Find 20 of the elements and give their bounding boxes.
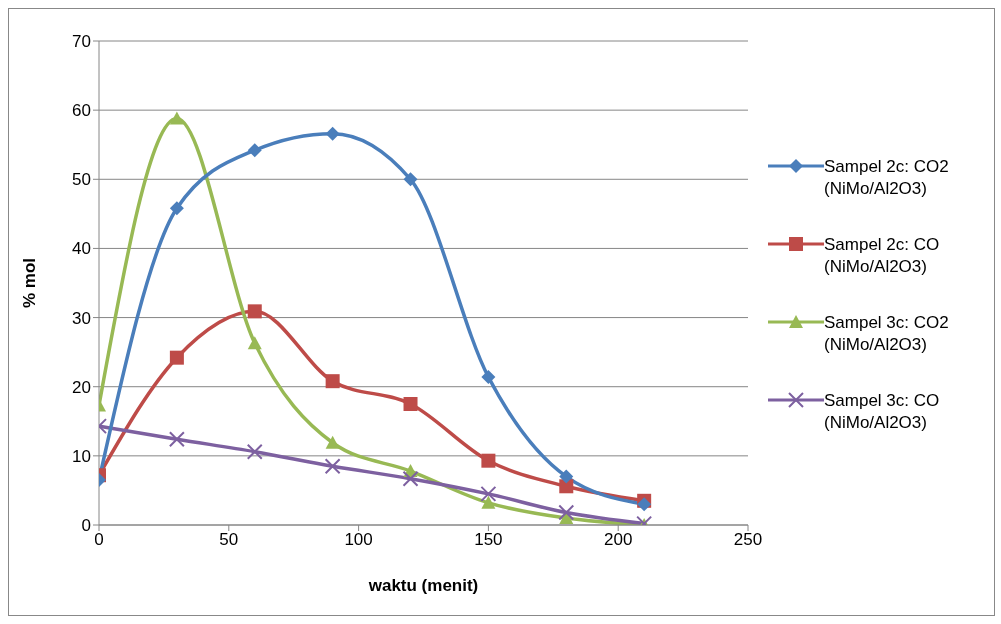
x-tick-label: 0: [94, 530, 104, 550]
y-tick-label: 50: [72, 170, 91, 190]
x-axis-title: waktu (menit): [367, 576, 479, 595]
x-tick-label: 50: [219, 530, 239, 550]
y-tick-label: 0: [81, 516, 91, 536]
x-tick-label: 100: [344, 530, 373, 550]
legend-label: Sampel 3c: CO (NiMo/Al2O3): [824, 390, 941, 434]
legend-label: Sampel 2c: CO (NiMo/Al2O3): [824, 234, 941, 278]
y-tick-label: 10: [72, 446, 91, 466]
y-tick-label: 60: [72, 101, 91, 121]
y-tick-label: 70: [72, 32, 91, 52]
x-tick-label: 250: [733, 530, 763, 550]
x-tick-label: 200: [604, 530, 633, 550]
x-tick-label: 150: [474, 530, 503, 550]
legend-label: Sampel 3c: CO2 (NiMo/Al2O3): [824, 312, 950, 356]
y-tick-label: 40: [72, 239, 91, 259]
legend-label: Sampel 2c: CO2 (NiMo/Al2O3): [824, 156, 950, 200]
y-tick-label: 30: [72, 308, 91, 328]
y-axis-title: % mol: [20, 257, 40, 309]
y-tick-label: 20: [72, 377, 91, 397]
